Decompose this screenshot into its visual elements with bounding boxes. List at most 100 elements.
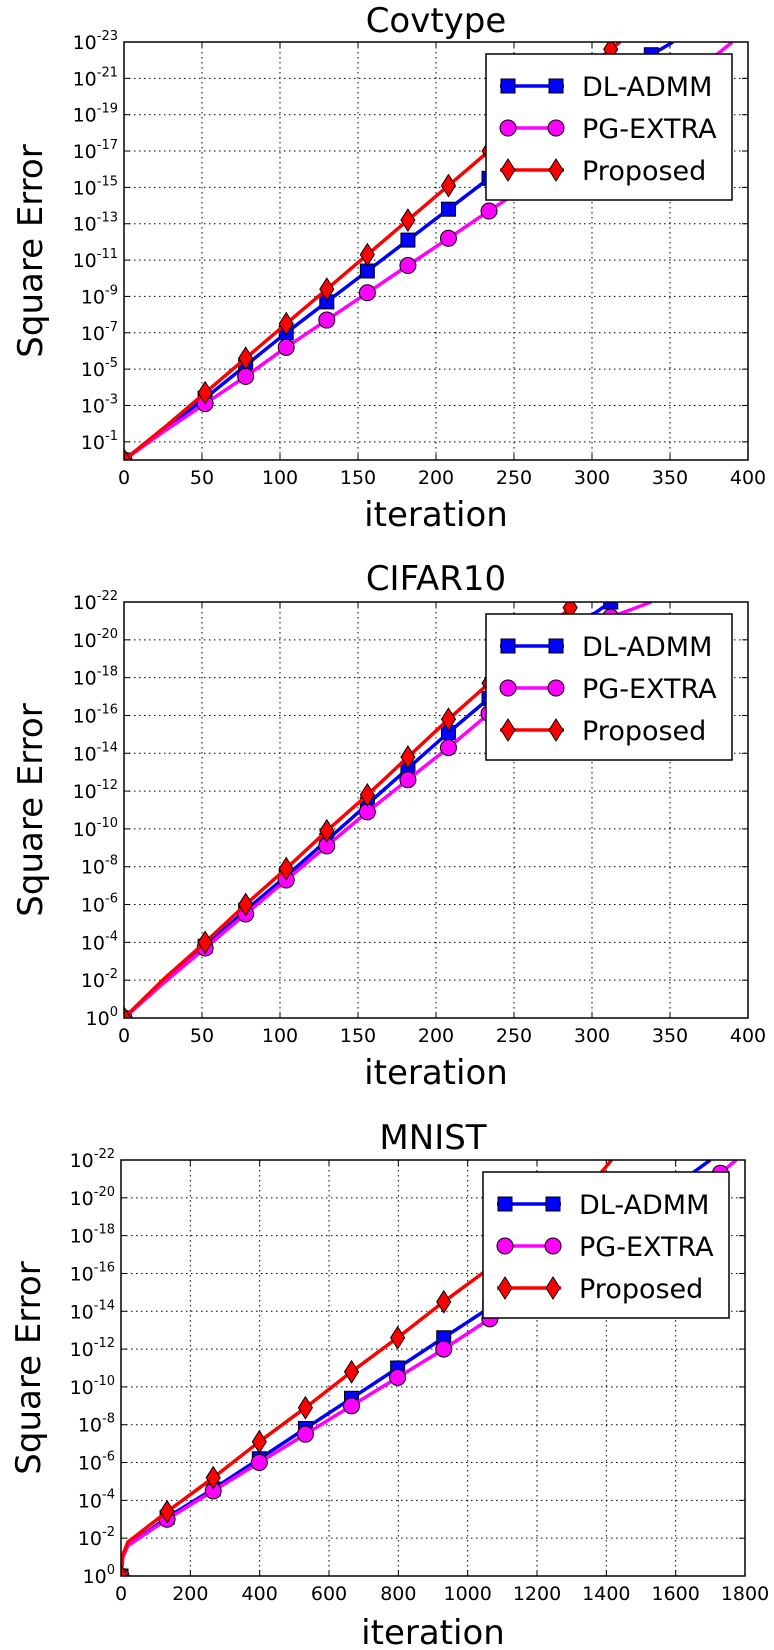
legend-marker <box>545 1196 561 1212</box>
x-tick-label: 200 <box>418 1025 454 1047</box>
y-tick-label: 10-16 <box>73 702 118 727</box>
y-tick-label: 10-12 <box>70 1336 115 1361</box>
data-point <box>359 242 375 267</box>
x-tick-label: 1400 <box>582 1583 630 1605</box>
x-tick-label: 200 <box>418 467 454 489</box>
x-tick-label: 1000 <box>443 1583 491 1605</box>
y-tick-label: 10-10 <box>70 1374 115 1399</box>
x-tick-label: 50 <box>190 467 214 489</box>
y-tick-label: 10-11 <box>73 247 118 272</box>
y-tick-label: 100 <box>83 1563 115 1588</box>
y-tick-label: 10-17 <box>73 138 118 163</box>
x-tick-label: 400 <box>730 1025 766 1047</box>
data-point <box>124 448 132 460</box>
chart-title: CIFAR10 <box>366 559 506 599</box>
y-tick-label: 10-20 <box>73 627 118 652</box>
legend-marker <box>500 158 516 182</box>
x-tick-label: 350 <box>652 467 688 489</box>
legend-marker <box>547 119 565 137</box>
y-tick-label: 10-18 <box>70 1223 115 1248</box>
data-point <box>390 1325 406 1350</box>
data-point <box>400 745 416 769</box>
x-tick-label: 1200 <box>513 1583 561 1605</box>
data-point <box>389 1368 407 1386</box>
legend-marker <box>547 679 565 697</box>
legend-marker <box>544 1237 562 1255</box>
data-point <box>197 380 213 405</box>
legend-marker <box>499 119 517 137</box>
legend-label: PG-EXTRA <box>582 114 717 145</box>
legend-marker <box>500 638 516 654</box>
plot-frame <box>123 601 749 1019</box>
panel-cifar10: CIFAR10 iteration Square Error 0 50 100 150… <box>11 559 766 1093</box>
y-tick-label: 10-10 <box>73 816 118 841</box>
data-point <box>399 257 417 275</box>
data-point <box>277 338 295 356</box>
chart-title: Covtype <box>366 1 507 41</box>
legend: DL-ADMM PG-EXTRA Proposed <box>485 613 733 761</box>
y-tick-label: 10-12 <box>73 778 118 803</box>
legend-marker <box>496 1237 514 1255</box>
legend-marker <box>548 78 564 94</box>
x-tick-label: 0 <box>115 1583 127 1605</box>
y-axis-label: Square Error <box>9 1261 49 1474</box>
legend-label: DL-ADMM <box>582 632 712 663</box>
x-axis-label: iteration <box>361 1613 505 1650</box>
y-tick-label: 10-3 <box>81 392 118 417</box>
data-point <box>121 1564 129 1576</box>
y-tick-label: 10-8 <box>81 854 118 879</box>
y-tick-label: 10-23 <box>73 29 118 54</box>
y-tick-label: 10-13 <box>73 211 118 236</box>
data-point <box>440 201 456 217</box>
data-point <box>480 202 498 220</box>
legend: DL-ADMM PG-EXTRA Proposed <box>482 1171 730 1319</box>
data-point <box>436 1289 452 1314</box>
y-tick-label: 10-6 <box>81 892 118 917</box>
legend-label: Proposed <box>582 716 706 747</box>
x-tick-label: 0 <box>118 1025 130 1047</box>
data-point <box>319 277 335 302</box>
data-point <box>319 818 335 843</box>
x-tick-label: 100 <box>262 1025 298 1047</box>
y-tick-label: 10-14 <box>70 1298 115 1323</box>
data-point <box>251 1429 267 1454</box>
data-point <box>440 707 457 732</box>
data-point <box>238 892 254 917</box>
y-tick-label: 10-20 <box>70 1185 115 1210</box>
data-point <box>400 232 416 248</box>
y-tick-label: 10-2 <box>78 1525 115 1550</box>
x-tick-label: 400 <box>242 1583 278 1605</box>
y-tick-label: 10-19 <box>73 102 118 127</box>
legend-label: DL-ADMM <box>579 1190 709 1221</box>
x-tick-label: 1800 <box>721 1583 769 1605</box>
data-point <box>440 173 457 198</box>
data-point <box>297 1395 314 1420</box>
legend: DL-ADMM PG-EXTRA Proposed <box>485 53 733 201</box>
legend-marker <box>548 158 564 182</box>
panel-mnist: MNIST iteration Square Error 0 200 400 600 8… <box>9 1118 769 1650</box>
data-point <box>439 739 457 757</box>
chart-title: MNIST <box>379 1118 486 1158</box>
data-point <box>237 367 255 385</box>
x-tick-label: 1600 <box>651 1583 699 1605</box>
legend-marker <box>497 1196 513 1212</box>
data-point <box>439 229 457 247</box>
data-point <box>343 1359 360 1384</box>
data-point <box>318 311 336 329</box>
legend-label: PG-EXTRA <box>582 674 717 705</box>
legend-marker <box>499 679 517 697</box>
x-tick-label: 400 <box>730 467 766 489</box>
legend-label: PG-EXTRA <box>579 1232 714 1263</box>
x-tick-label: 600 <box>311 1583 347 1605</box>
y-tick-label: 10-21 <box>73 65 118 90</box>
x-tick-label: 50 <box>190 1025 214 1047</box>
data-point <box>197 930 213 955</box>
y-tick-label: 10-6 <box>78 1450 115 1475</box>
y-tick-label: 100 <box>86 1005 118 1030</box>
data-point <box>296 1425 314 1443</box>
y-tick-label: 10-16 <box>70 1260 115 1285</box>
legend-marker <box>500 78 516 94</box>
x-tick-label: 100 <box>262 467 298 489</box>
x-tick-label: 300 <box>574 467 610 489</box>
